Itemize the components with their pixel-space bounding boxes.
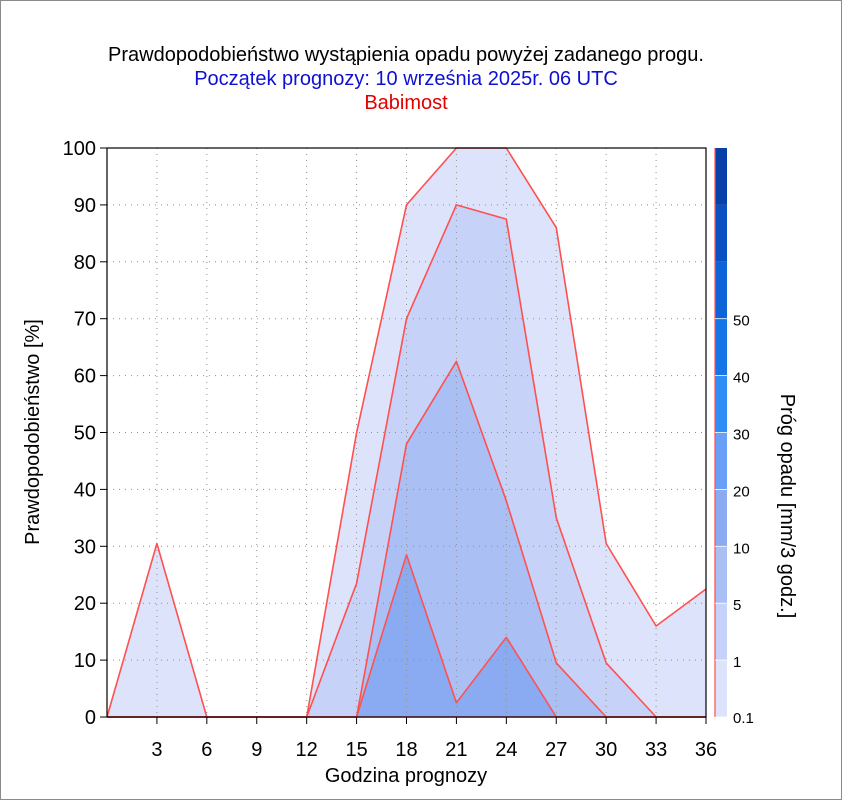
colorbar-segment-1: [715, 603, 727, 661]
x-tick-label-6: 21: [445, 739, 467, 761]
colorbar-segment-4: [715, 432, 727, 490]
chart-subtitle: Początek prognozy: 10 września 2025r. 06…: [194, 68, 618, 90]
x-tick-label-5: 18: [395, 739, 417, 761]
y-tick-label-10: 100: [63, 138, 96, 160]
y-tick-label-1: 10: [74, 650, 96, 672]
colorbar-segment-7: [715, 261, 727, 319]
y-tick-label-4: 40: [74, 479, 96, 501]
area-threshold-2: [107, 361, 706, 717]
colorbar-label-4: 20: [733, 483, 750, 500]
x-tick-label-2: 9: [251, 739, 262, 761]
colorbar-segment-8: [715, 204, 727, 262]
x-tick-label-9: 30: [595, 739, 617, 761]
y-tick-label-0: 0: [85, 707, 96, 729]
y-tick-label-7: 70: [74, 309, 96, 331]
x-axis-label: Godzina prognozy: [325, 765, 487, 787]
x-tick-label-1: 6: [201, 739, 212, 761]
y-tick-label-3: 30: [74, 536, 96, 558]
colorbar-segment-2: [715, 546, 727, 604]
x-tick-label-10: 33: [645, 739, 667, 761]
x-tick-label-4: 15: [345, 739, 367, 761]
colorbar-label-7: 50: [733, 313, 750, 330]
x-tick-label-0: 3: [151, 739, 162, 761]
colorbar-label-5: 30: [733, 427, 750, 444]
colorbar-segment-5: [715, 375, 727, 433]
y-tick-label-9: 90: [74, 195, 96, 217]
colorbar-segment-6: [715, 318, 727, 376]
x-tick-label-11: 36: [695, 739, 717, 761]
x-tick-label-7: 24: [495, 739, 517, 761]
y-tick-label-2: 20: [74, 593, 96, 615]
colorbar-label: Próg opadu [mm/3 godz.]: [776, 394, 798, 619]
colorbar-label-0: 0.1: [733, 710, 754, 727]
colorbar-segment-0: [715, 660, 727, 717]
y-axis-label: Prawdopodobieństwo [%]: [22, 319, 44, 545]
x-tick-label-3: 12: [296, 739, 318, 761]
colorbar-segment-9: [715, 148, 727, 205]
colorbar-label-1: 1: [733, 654, 741, 671]
colorbar: 0.1 1 5 10 20 30 40 50: [714, 148, 754, 727]
chart-title: Prawdopodobieństwo wystąpienia opadu pow…: [108, 44, 704, 66]
y-tick-label-5: 50: [74, 423, 96, 445]
y-tick-label-6: 60: [74, 366, 96, 388]
area-threshold-3: [107, 554, 706, 717]
colorbar-label-6: 40: [733, 370, 750, 387]
colorbar-label-2: 5: [733, 597, 741, 614]
chart-location: Babimost: [364, 92, 448, 114]
colorbar-label-3: 10: [733, 540, 750, 557]
y-tick-label-8: 80: [74, 252, 96, 274]
colorbar-segment-3: [715, 489, 727, 547]
x-tick-label-8: 27: [545, 739, 567, 761]
